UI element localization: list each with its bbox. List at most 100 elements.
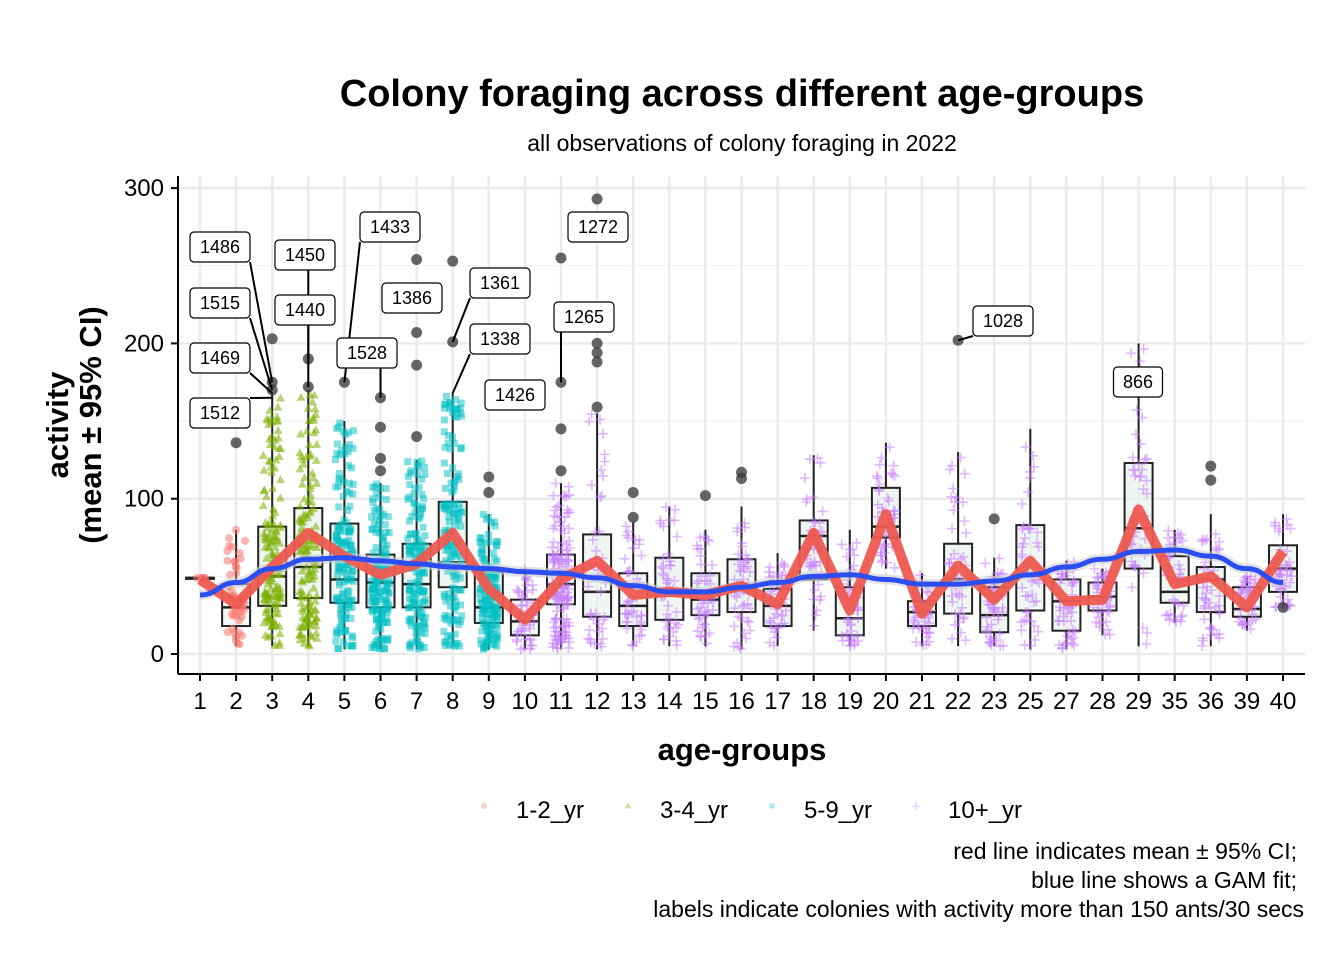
data-point [270,591,280,600]
caption-line-2: blue line shows a GAM fit; [1031,867,1297,893]
data-point [707,560,718,571]
data-point [478,550,486,558]
data-point [888,460,899,471]
data-point [1031,596,1042,607]
x-tick-label: 16 [728,688,755,715]
data-point [305,609,315,618]
x-tick-label: 39 [1234,688,1261,715]
data-point [1286,571,1297,582]
data-point [451,477,459,485]
data-point [378,535,386,543]
label-text: 1450 [285,245,325,265]
data-point [662,600,673,611]
x-tick-label: 12 [584,688,611,715]
data-point [991,635,1002,646]
data-point [343,610,351,618]
data-point [801,497,812,508]
data-point [849,550,860,561]
data-point [562,598,573,609]
data-point [1163,525,1174,536]
data-point [701,630,712,641]
data-point [980,558,991,569]
data-point [336,564,344,572]
data-point [451,630,459,638]
outlier-point [591,193,603,205]
data-point [382,619,390,627]
data-point [349,641,357,649]
data-point [1055,605,1066,616]
data-point [634,539,645,550]
data-point [303,497,313,506]
data-point [1172,599,1183,610]
data-point [421,630,429,638]
label-box [553,301,615,333]
data-point [340,638,348,646]
data-point [274,444,284,453]
data-point [383,636,391,644]
data-point [1090,578,1101,589]
data-point [443,541,451,549]
data-point [332,637,340,645]
data-point [275,493,285,502]
data-point [994,628,1005,639]
data-point [699,606,710,617]
data-point [1101,616,1112,627]
data-point [1093,612,1104,623]
data-point [344,564,352,572]
data-point [1165,608,1176,619]
data-point [946,523,957,534]
data-point [379,607,387,615]
data-point [596,623,607,634]
data-point [309,571,319,580]
data-point [946,491,957,502]
outlier-point [591,337,603,349]
data-point [622,596,633,607]
data-point [521,634,532,645]
label-text: 1426 [495,385,535,405]
data-point [336,475,344,483]
data-point [847,544,858,555]
data-point [346,502,354,510]
data-point [411,498,419,506]
x-tick-label: 36 [1197,688,1224,715]
data-point [631,612,642,623]
data-point [946,460,957,471]
data-point [241,536,250,545]
data-point [407,622,415,630]
data-point [811,605,822,616]
data-point [595,586,606,597]
data-point [225,534,234,543]
data-point [1201,534,1212,545]
data-point [349,480,357,488]
data-point [697,620,708,631]
data-point [550,613,561,624]
data-point [559,491,570,502]
data-point [346,547,354,555]
data-point [586,409,597,420]
data-point [440,590,448,598]
data-point [308,415,318,424]
data-point [1017,498,1028,509]
data-point [343,642,351,650]
data-point [1245,624,1256,635]
data-point [1034,578,1045,589]
data-point [382,528,390,536]
data-point [779,618,790,629]
data-point [957,602,968,613]
data-point [372,610,380,618]
x-tick-label: 8 [446,688,459,715]
label-leader-line [451,297,471,343]
data-point [804,454,815,465]
data-point [959,468,970,479]
data-point [342,614,350,622]
data-point [229,611,238,620]
outlier-point [411,359,423,371]
data-point [297,479,307,488]
gam-line [199,547,1284,598]
x-ticks: 1 2 3 4 5 6 7 8 9 10 11 12 13 14 15 16 17 18 19 20 21 22 23 25 2… [193,674,1296,715]
data-point [414,627,422,635]
x-tick-label: 1 [193,688,206,715]
data-point [557,559,568,570]
data-point [1019,533,1030,544]
data-point [695,612,706,623]
